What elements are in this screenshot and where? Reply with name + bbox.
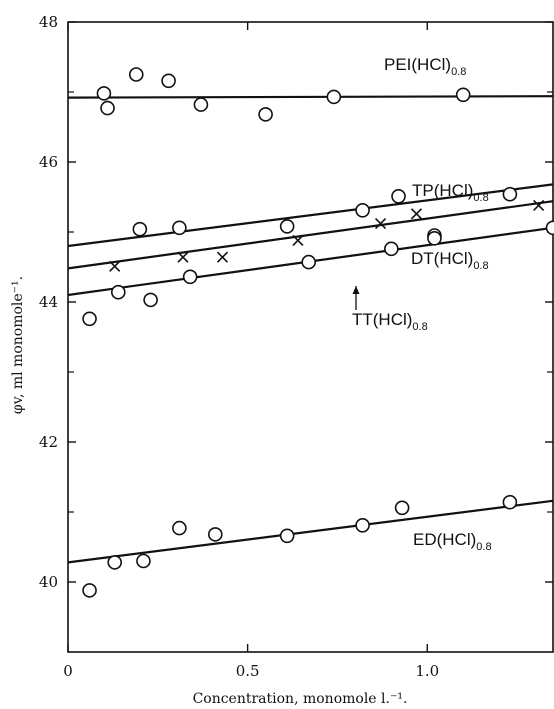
circle-marker bbox=[355, 517, 370, 533]
axis-ticks: 0 0.5 1.0 40 42 44 46 48 bbox=[39, 13, 553, 680]
circle-marker bbox=[301, 254, 317, 270]
x-marker-stroke bbox=[374, 218, 387, 230]
series-label: DT(HCl)0.8 bbox=[411, 249, 489, 272]
x-marker bbox=[109, 260, 121, 272]
x-marker-stroke bbox=[109, 260, 121, 272]
circle-marker bbox=[161, 73, 176, 89]
circle-marker bbox=[96, 86, 112, 101]
series-label: PEI(HCl)0.8 bbox=[384, 55, 466, 78]
x-marker bbox=[533, 199, 545, 211]
tt-arrow-head bbox=[352, 286, 360, 294]
circle-marker bbox=[391, 189, 406, 204]
circle-marker bbox=[82, 583, 97, 598]
x-marker bbox=[374, 218, 387, 230]
x-marker-stroke bbox=[533, 199, 545, 211]
x-marker-stroke bbox=[216, 251, 229, 263]
circle-marker bbox=[107, 555, 123, 570]
x-marker-stroke bbox=[292, 234, 304, 246]
fit-line bbox=[67, 95, 554, 99]
circle-marker bbox=[258, 107, 273, 122]
y-tick-label: 48 bbox=[39, 13, 58, 31]
x-axis-label: Concentration, monomole l.⁻¹. bbox=[193, 691, 408, 707]
x-marker-stroke bbox=[410, 208, 423, 220]
circle-marker bbox=[100, 100, 115, 116]
fit-line bbox=[67, 499, 554, 564]
plot-frame bbox=[67, 21, 554, 653]
circle-marker bbox=[172, 520, 187, 536]
fit-line bbox=[67, 183, 554, 248]
y-tick-label: 40 bbox=[39, 573, 58, 591]
circle-marker bbox=[132, 221, 148, 237]
circle-marker bbox=[193, 97, 209, 112]
circle-marker bbox=[143, 292, 158, 308]
series-label: TT(HCl)0.8 bbox=[352, 310, 428, 333]
x-marker bbox=[177, 251, 189, 263]
x-tick-label: 1.0 bbox=[415, 662, 439, 680]
data-markers bbox=[82, 67, 554, 598]
circle-marker bbox=[455, 87, 471, 103]
circle-marker bbox=[545, 220, 554, 236]
circle-marker bbox=[326, 89, 342, 105]
circle-marker bbox=[110, 284, 126, 300]
x-marker-stroke bbox=[177, 251, 189, 263]
series-label: TP(HCl)0.8 bbox=[412, 181, 489, 204]
circle-marker bbox=[136, 553, 151, 569]
x-marker bbox=[410, 208, 423, 220]
y-axis-label: φv, ml monomole⁻¹. bbox=[10, 276, 26, 414]
tt-arrow bbox=[352, 286, 360, 310]
circle-marker bbox=[502, 186, 518, 202]
circle-marker bbox=[82, 311, 97, 327]
fit-line bbox=[67, 200, 554, 270]
circle-marker bbox=[172, 220, 187, 236]
series-label: ED(HCl)0.8 bbox=[413, 530, 492, 553]
fit-lines bbox=[67, 95, 554, 564]
circle-marker bbox=[384, 241, 399, 257]
circle-marker bbox=[279, 528, 295, 544]
y-tick-label: 46 bbox=[39, 153, 58, 171]
y-tick-label: 42 bbox=[39, 433, 58, 451]
circle-marker bbox=[394, 500, 410, 516]
x-marker bbox=[292, 234, 304, 246]
circle-marker bbox=[207, 527, 223, 542]
circle-marker bbox=[355, 203, 370, 218]
circle-marker bbox=[279, 219, 295, 234]
circle-marker bbox=[182, 269, 198, 285]
circle-marker bbox=[128, 67, 144, 82]
y-tick-label: 44 bbox=[39, 293, 58, 311]
circle-marker bbox=[427, 231, 442, 246]
x-marker bbox=[216, 251, 229, 263]
x-tick-label: 0 bbox=[63, 662, 73, 680]
plot-border bbox=[67, 21, 554, 653]
series-labels: PEI(HCl)0.8 TP(HCl)0.8 TT(HCl)0.8 DT(HCl)0.… bbox=[352, 55, 492, 553]
circle-marker bbox=[502, 494, 518, 510]
x-tick-label: 0.5 bbox=[236, 662, 260, 680]
